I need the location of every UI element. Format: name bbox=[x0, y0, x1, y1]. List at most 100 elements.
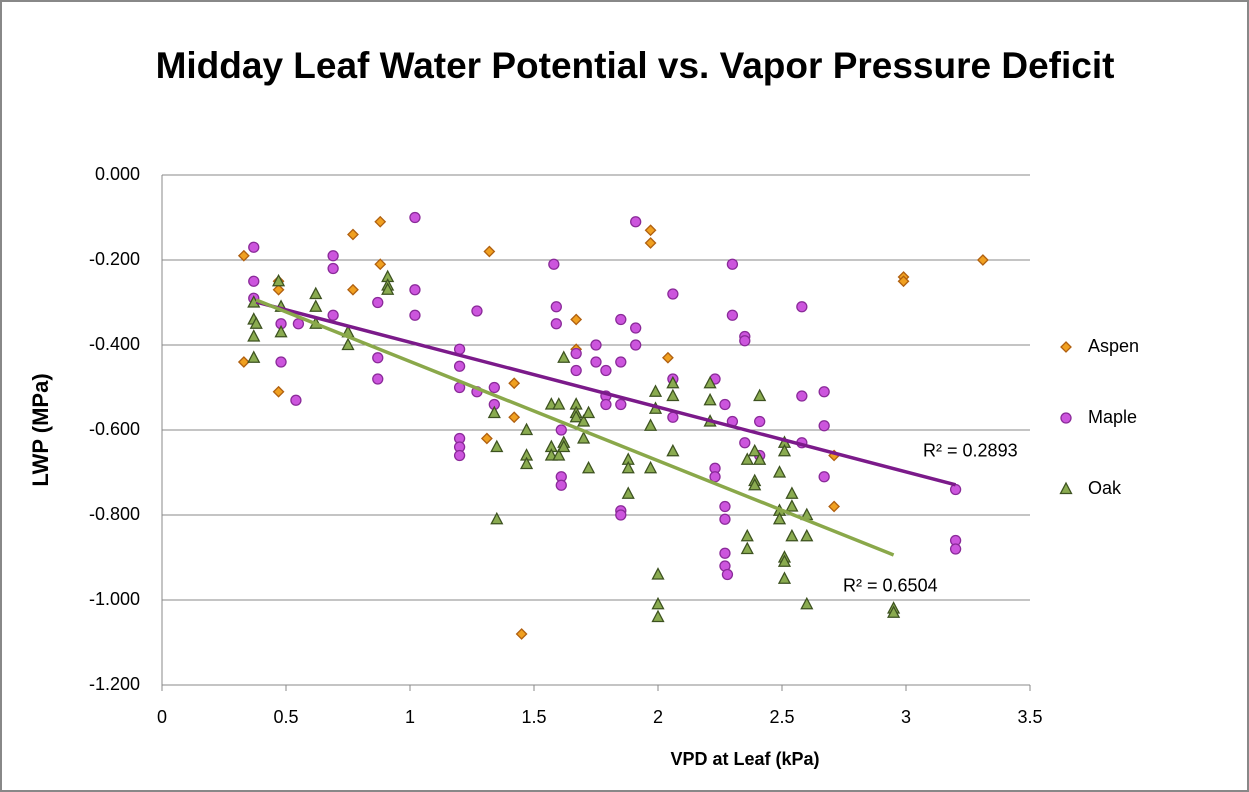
point bbox=[550, 301, 562, 313]
point bbox=[327, 262, 339, 275]
point bbox=[796, 301, 808, 313]
point bbox=[548, 258, 560, 270]
point bbox=[569, 409, 583, 423]
point bbox=[740, 528, 754, 542]
trendline bbox=[255, 298, 895, 557]
point bbox=[621, 486, 635, 499]
point bbox=[372, 373, 384, 385]
point bbox=[667, 288, 679, 300]
point bbox=[519, 422, 534, 436]
point bbox=[666, 443, 680, 457]
point bbox=[666, 388, 680, 402]
x-tick-label: 0 bbox=[157, 707, 167, 727]
point bbox=[292, 318, 305, 330]
point bbox=[772, 511, 787, 525]
y-tick-label: -1.000 bbox=[89, 589, 140, 609]
point bbox=[237, 249, 250, 262]
y-tick-label: -1.200 bbox=[89, 674, 140, 694]
x-tick-label: 2 bbox=[653, 707, 663, 727]
y-tick-label: -0.600 bbox=[89, 419, 140, 439]
point bbox=[248, 241, 260, 253]
point bbox=[949, 543, 962, 555]
chart-title: Midday Leaf Water Potential vs. Vapor Pr… bbox=[155, 45, 1115, 86]
point bbox=[309, 299, 323, 312]
legend-label: Oak bbox=[1088, 478, 1122, 498]
point bbox=[290, 394, 302, 406]
point bbox=[347, 283, 359, 296]
point bbox=[341, 337, 355, 351]
y-tick-label: 0.000 bbox=[95, 164, 140, 184]
point bbox=[785, 499, 799, 512]
point bbox=[818, 420, 830, 432]
point bbox=[555, 424, 567, 436]
point bbox=[487, 405, 501, 419]
point bbox=[644, 224, 657, 237]
point bbox=[897, 275, 910, 288]
point bbox=[719, 398, 731, 411]
point bbox=[590, 339, 602, 351]
point bbox=[508, 411, 521, 424]
point bbox=[615, 509, 627, 521]
point bbox=[327, 309, 339, 321]
point bbox=[777, 554, 792, 567]
point bbox=[828, 500, 840, 513]
point bbox=[590, 356, 602, 368]
point bbox=[703, 375, 717, 389]
point bbox=[785, 486, 799, 499]
point bbox=[274, 324, 288, 338]
point bbox=[381, 282, 395, 295]
point bbox=[248, 275, 260, 287]
point bbox=[630, 216, 642, 228]
point bbox=[615, 398, 627, 411]
point bbox=[577, 414, 591, 427]
point bbox=[615, 313, 627, 326]
point bbox=[949, 483, 962, 496]
point bbox=[818, 471, 830, 483]
point bbox=[237, 356, 250, 368]
point bbox=[643, 460, 658, 474]
point bbox=[719, 500, 731, 513]
point bbox=[271, 273, 286, 287]
point bbox=[272, 385, 285, 398]
point bbox=[772, 465, 787, 478]
point bbox=[247, 350, 261, 363]
point bbox=[480, 432, 493, 445]
point bbox=[372, 296, 384, 309]
point bbox=[490, 511, 504, 525]
point bbox=[754, 415, 766, 428]
point bbox=[703, 392, 717, 406]
legend-label: Aspen bbox=[1088, 336, 1139, 356]
point bbox=[644, 237, 657, 249]
point bbox=[753, 452, 767, 465]
point bbox=[719, 547, 731, 559]
point bbox=[662, 351, 674, 364]
point bbox=[577, 431, 591, 444]
point bbox=[651, 567, 665, 580]
point bbox=[740, 452, 754, 465]
trendline-label: R² = 0.6504 bbox=[843, 576, 938, 596]
point bbox=[550, 318, 562, 330]
point bbox=[777, 443, 792, 457]
point bbox=[275, 356, 287, 368]
point bbox=[488, 381, 500, 394]
point bbox=[490, 439, 504, 453]
point bbox=[800, 596, 814, 610]
point bbox=[570, 347, 582, 360]
point bbox=[409, 284, 421, 296]
point bbox=[887, 605, 901, 618]
y-tick-label: -0.200 bbox=[89, 249, 140, 269]
point bbox=[374, 215, 387, 228]
y-tick-label: -0.800 bbox=[89, 504, 140, 524]
point bbox=[519, 456, 534, 470]
trendline-label: R² = 0.2893 bbox=[923, 441, 1018, 461]
point bbox=[818, 386, 830, 398]
point bbox=[739, 437, 751, 449]
point bbox=[483, 245, 496, 258]
x-tick-label: 1.5 bbox=[521, 707, 546, 727]
point bbox=[552, 397, 566, 410]
y-axis-label: LWP (MPa) bbox=[28, 373, 53, 486]
point bbox=[309, 286, 323, 300]
